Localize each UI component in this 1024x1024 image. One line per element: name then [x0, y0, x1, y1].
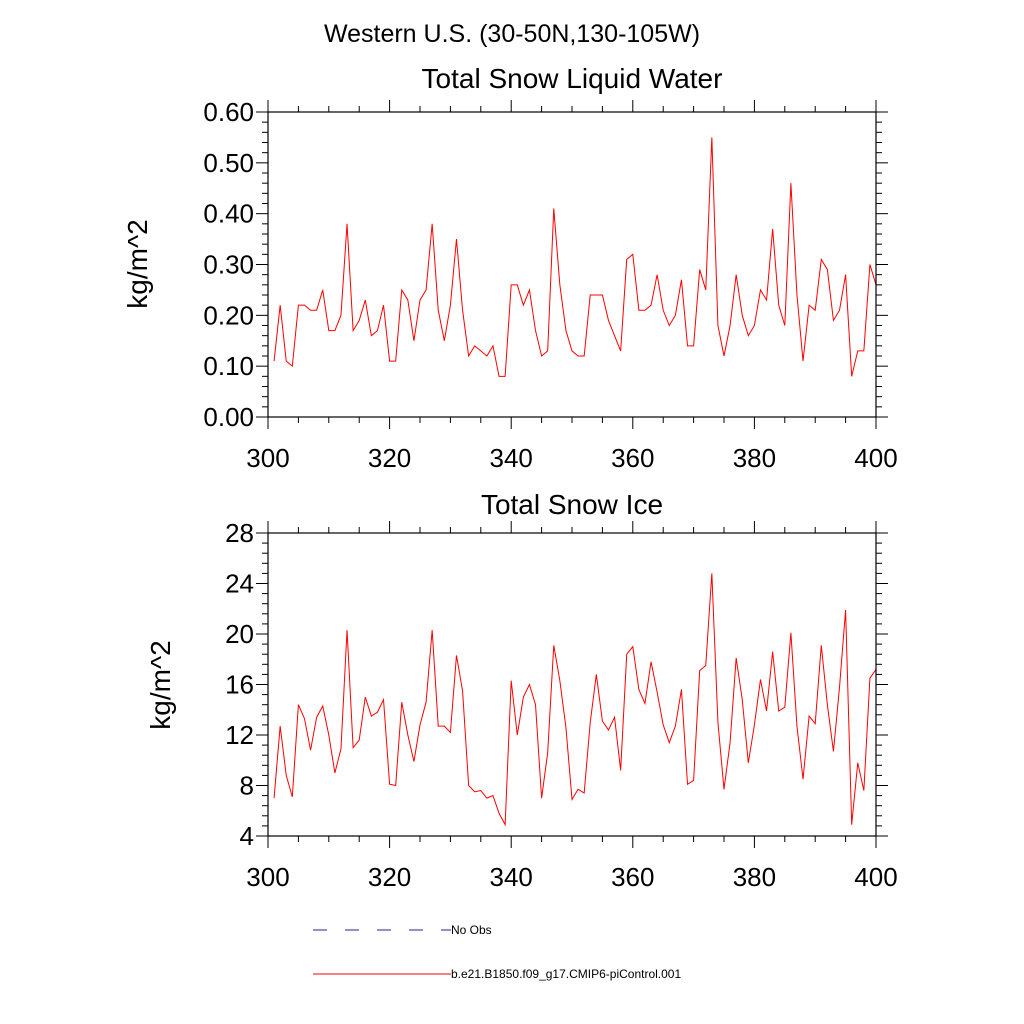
y-tick-label: 0.30 [203, 250, 254, 280]
tick-marks [256, 521, 888, 848]
y-tick-label: 28 [225, 518, 254, 548]
y-tick-label: 24 [225, 569, 254, 599]
figure-title: Western U.S. (30-50N,130-105W) [324, 20, 700, 48]
y-tick-label: 0.60 [203, 97, 254, 127]
x-tick-label: 300 [246, 862, 289, 892]
x-tick-label: 320 [368, 443, 411, 473]
x-tick-label: 400 [854, 862, 897, 892]
plot-frame [267, 111, 877, 418]
x-tick-label: 320 [368, 862, 411, 892]
y-axis-title: kg/m^2 [145, 640, 176, 729]
y-tick-label: 20 [225, 619, 254, 649]
y-tick-label: 0.20 [203, 300, 254, 330]
legend-label-no-obs: No Obs [451, 923, 492, 937]
x-tick-label: 340 [490, 443, 533, 473]
x-tick-label: 360 [611, 443, 654, 473]
y-tick-label: 4 [240, 821, 254, 851]
x-tick-label: 340 [490, 862, 533, 892]
tick-labels: 300 320 340 360 380 400 4 8 12 16 20 24 28 [225, 518, 898, 892]
x-tick-label: 360 [611, 862, 654, 892]
y-tick-label: 8 [240, 771, 254, 801]
x-tick-label: 380 [733, 443, 776, 473]
x-tick-label: 380 [733, 862, 776, 892]
y-tick-label: 12 [225, 720, 254, 750]
panel-snow-liquid-water: Total Snow Liquid Water kg/m^2 300 320 340… [122, 63, 898, 473]
plot-frame [267, 532, 877, 837]
y-axis-title: kg/m^2 [122, 219, 153, 308]
x-tick-label: 300 [246, 443, 289, 473]
series-line-piControl [273, 573, 877, 827]
y-tick-label: 0.00 [203, 402, 254, 432]
panel-title: Total Snow Liquid Water [422, 63, 723, 94]
panel-snow-ice: Total Snow Ice kg/m^2 300 320 340 360 380 400… [145, 489, 898, 892]
y-tick-label: 0.50 [203, 148, 254, 178]
y-tick-label: 0.10 [203, 351, 254, 381]
legend: No Obs b.e21.B1850.f09_g17.CMIP6-piContr… [313, 923, 681, 981]
legend-label-model: b.e21.B1850.f09_g17.CMIP6-piControl.001 [451, 967, 681, 981]
tick-marks [256, 100, 888, 429]
tick-labels: 300 320 340 360 380 400 0.00 0.10 0.20 0.30 0.40 0.… [203, 97, 897, 473]
y-tick-label: 16 [225, 670, 254, 700]
series-line-piControl [273, 137, 877, 377]
y-tick-label: 0.40 [203, 199, 254, 229]
panel-title: Total Snow Ice [481, 489, 663, 520]
x-tick-label: 400 [854, 443, 897, 473]
